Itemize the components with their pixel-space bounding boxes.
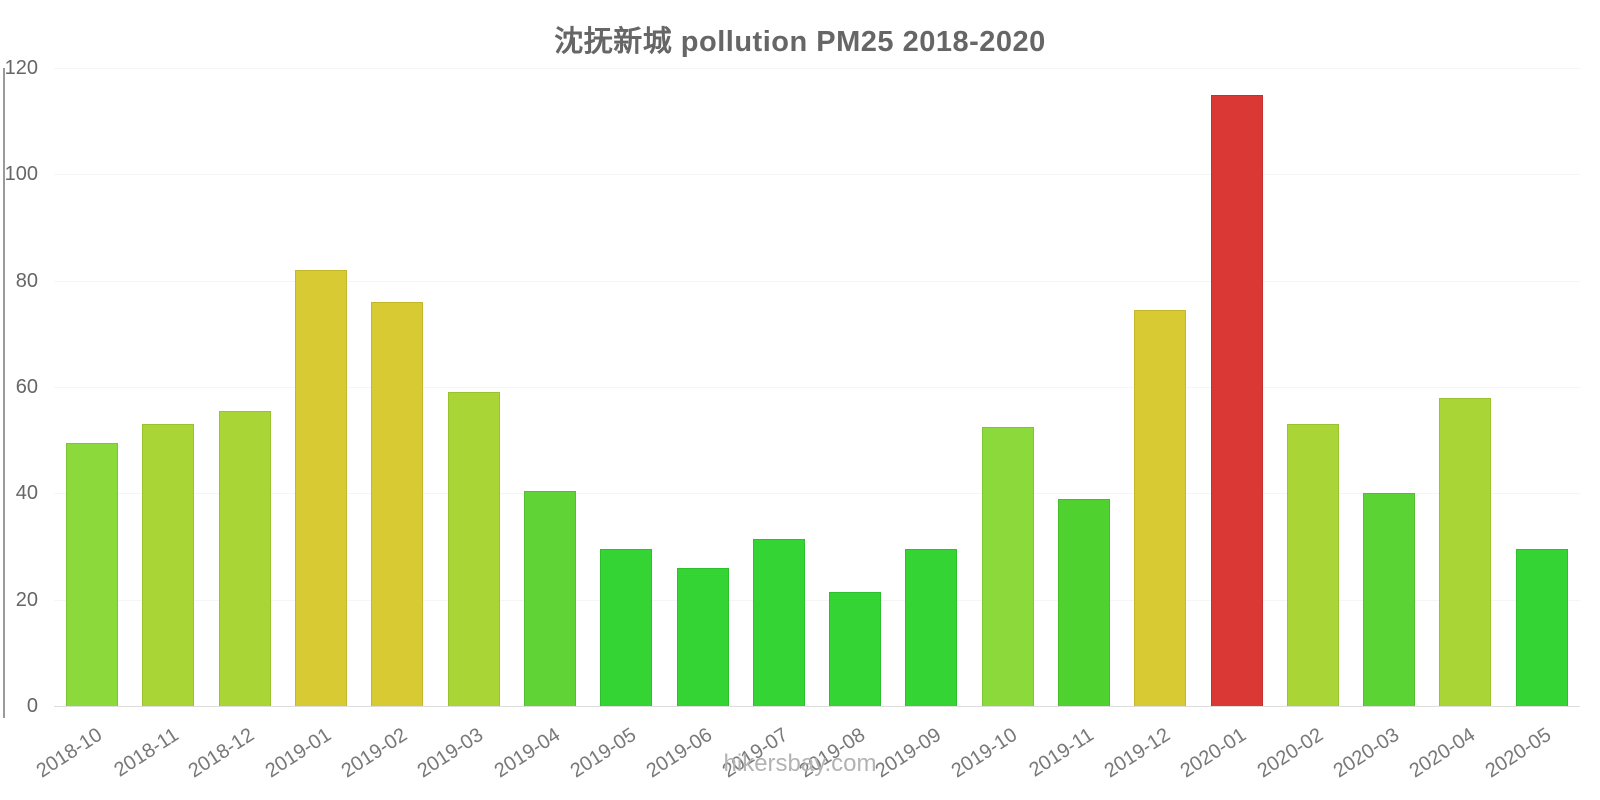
bar-slot (1198, 68, 1274, 706)
bar-2020-05[interactable] (1515, 549, 1568, 706)
gridline (54, 493, 1580, 495)
y-tick-label: 40 (15, 482, 38, 505)
bar-2019-07[interactable] (752, 538, 805, 706)
bar-slot (207, 68, 283, 706)
bar-2019-06[interactable] (676, 567, 729, 706)
bar-slot (1427, 68, 1503, 706)
bar-2020-02[interactable] (1286, 424, 1339, 706)
chart-title: 沈抚新城 pollution PM25 2018-2020 (554, 26, 1046, 58)
bar-2019-09[interactable] (905, 549, 958, 706)
footer-watermark: hikersbay.com (723, 750, 877, 777)
bar-slot (741, 68, 817, 706)
bar-slot (1046, 68, 1122, 706)
gridline (54, 174, 1580, 176)
bar-slot (1275, 68, 1351, 706)
y-tick-label: 80 (15, 269, 38, 292)
bar-2020-04[interactable] (1439, 397, 1492, 706)
bar-slot (1122, 68, 1198, 706)
y-axis: 0 20 40 60 80 100 120 (0, 57, 46, 717)
bar-2019-01[interactable] (295, 270, 348, 706)
y-axis-line (3, 68, 5, 718)
gridline (54, 387, 1580, 388)
bar-slot (54, 68, 130, 706)
bar-slot (1504, 68, 1580, 706)
bar-2019-02[interactable] (371, 301, 424, 706)
bar-slot (1351, 68, 1427, 706)
bar-2019-03[interactable] (447, 392, 500, 706)
bar-slot (359, 68, 435, 706)
bar-2019-04[interactable] (523, 490, 576, 706)
bar-2018-12[interactable] (218, 410, 271, 706)
bar-2018-10[interactable] (66, 442, 119, 706)
bar-2019-11[interactable] (1058, 498, 1110, 706)
bar-slot (970, 68, 1046, 706)
bar-slot (512, 68, 588, 706)
bar-slot (588, 68, 664, 706)
bar-2020-01[interactable] (1210, 94, 1263, 706)
bars (54, 68, 1580, 706)
bar-2019-12[interactable] (1134, 309, 1187, 706)
bar-slot (435, 68, 511, 706)
bar-slot (664, 68, 740, 706)
bar-slot (893, 68, 969, 706)
y-tick-label: 120 (4, 57, 38, 79)
gridline (54, 68, 1580, 69)
bar-slot (817, 68, 893, 706)
bar-2019-08[interactable] (829, 591, 882, 706)
plot-area (54, 68, 1580, 707)
bar-2019-10[interactable] (981, 426, 1034, 706)
y-tick-label: 60 (15, 376, 38, 398)
bar-2018-11[interactable] (142, 424, 195, 706)
x-axis-baseline (54, 706, 1580, 707)
y-tick-label: 100 (4, 163, 38, 186)
bar-slot (283, 68, 359, 706)
y-tick-label: 0 (26, 695, 38, 717)
bar-2020-03[interactable] (1363, 493, 1416, 706)
bar-2019-05[interactable] (600, 549, 653, 706)
gridline (54, 599, 1580, 601)
bar-slot (130, 68, 206, 706)
y-tick-label: 20 (15, 588, 38, 611)
gridline (54, 280, 1580, 282)
